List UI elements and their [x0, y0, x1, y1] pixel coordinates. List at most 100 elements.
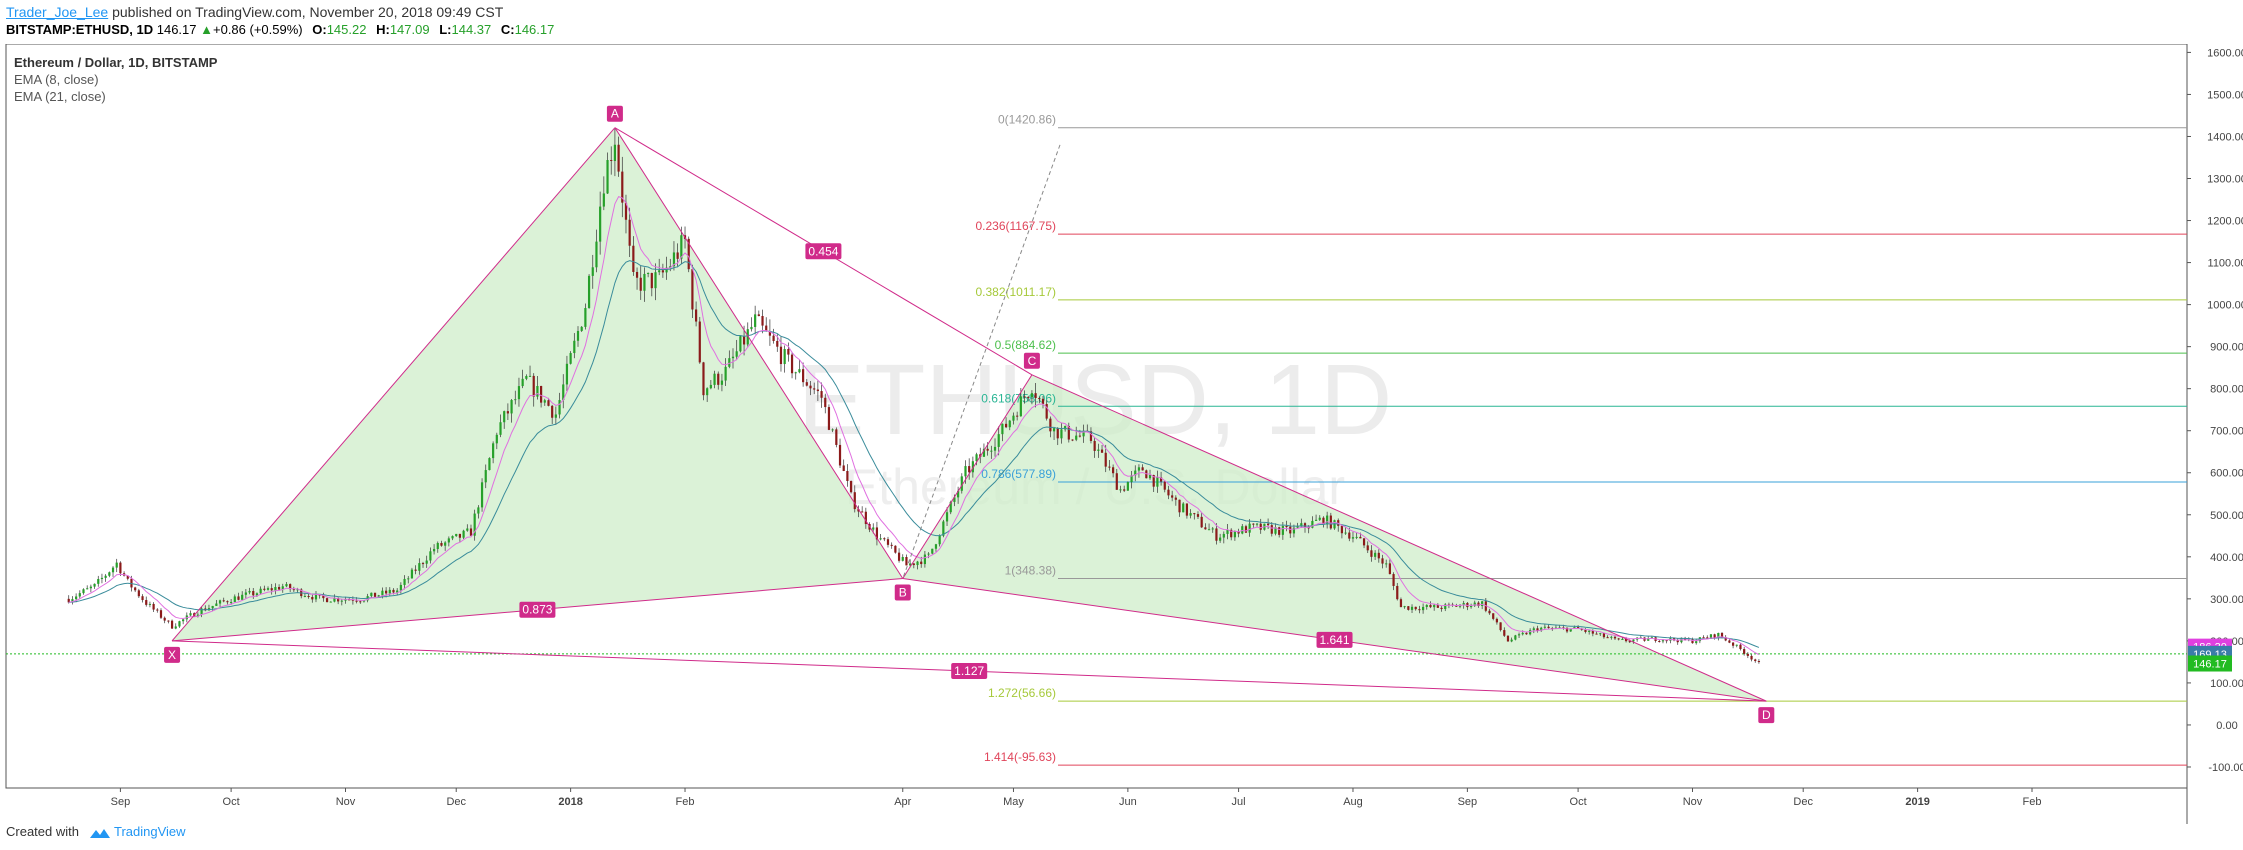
- candle-body: [1351, 537, 1355, 539]
- last-price: 146.17: [156, 22, 197, 37]
- candle-body: [713, 373, 716, 385]
- candle-body: [1075, 435, 1078, 440]
- candle-body: [1529, 630, 1532, 635]
- candle-body: [314, 594, 318, 600]
- candle-body: [355, 600, 358, 602]
- legend-symbol[interactable]: Ethereum / Dollar, 1D, BITSTAMP: [14, 55, 218, 70]
- candle-body: [1440, 607, 1443, 610]
- candle-body: [650, 273, 653, 289]
- candle-body: [145, 600, 148, 605]
- candle-body: [909, 563, 912, 566]
- candle-body: [1119, 489, 1122, 491]
- candle-body: [1314, 519, 1318, 521]
- y-tick-label: 700.00: [2210, 426, 2243, 438]
- candle-body: [1403, 606, 1406, 608]
- candle-body: [86, 588, 89, 590]
- candle-body: [680, 235, 683, 259]
- candle-body: [514, 399, 517, 401]
- candle-body: [1008, 420, 1011, 428]
- candle-body: [816, 389, 819, 392]
- candle-body: [1289, 526, 1292, 534]
- candle-body: [587, 275, 591, 309]
- candle-body: [624, 202, 628, 220]
- candle-body: [628, 219, 631, 246]
- candle-body: [643, 273, 646, 291]
- candle-body: [794, 372, 797, 374]
- candle-body: [606, 160, 609, 194]
- tradingview-logo-icon: [89, 828, 110, 838]
- x-tick-label: Feb: [2023, 796, 2042, 808]
- candle-body: [584, 308, 587, 327]
- candle-body: [694, 309, 698, 322]
- candle-body: [1750, 655, 1753, 660]
- candle-body: [1706, 637, 1709, 639]
- candle-body: [399, 584, 402, 591]
- candle-body: [1757, 661, 1761, 663]
- candle-body: [1329, 515, 1332, 529]
- point-label: C: [1028, 354, 1037, 368]
- candle-body: [1647, 638, 1650, 641]
- ratio-label: 0.454: [808, 244, 838, 258]
- candle-body: [923, 554, 926, 565]
- candle-body: [1303, 523, 1307, 528]
- candle-body: [1573, 627, 1576, 629]
- candle-body: [790, 354, 794, 374]
- candle-body: [1584, 629, 1587, 632]
- candle-body: [1477, 602, 1480, 606]
- candle-body: [916, 561, 919, 566]
- candle-body: [1613, 636, 1617, 639]
- candle-body: [1458, 605, 1462, 607]
- candle-body: [1521, 632, 1524, 635]
- candle-body: [1089, 431, 1093, 441]
- candle-body: [1300, 523, 1303, 527]
- y-tick-label: 100.00: [2210, 678, 2243, 690]
- candle-body: [488, 458, 491, 471]
- candle-body: [392, 589, 395, 593]
- ema8-line: [68, 195, 1760, 656]
- candle-body: [569, 353, 572, 364]
- candle-body: [602, 193, 605, 207]
- candle-body: [676, 252, 679, 259]
- candle-body: [1499, 622, 1502, 631]
- candle-body: [82, 589, 85, 594]
- candle-body: [71, 599, 74, 603]
- price-change: +0.86 (+0.59%): [213, 22, 303, 37]
- point-label: D: [1762, 708, 1771, 722]
- candle-body: [436, 542, 439, 549]
- legend-ema21[interactable]: EMA (21, close): [14, 89, 106, 104]
- candle-body: [1108, 466, 1111, 468]
- candle-body: [263, 588, 266, 590]
- candle-body: [137, 590, 140, 597]
- pattern-leg-cd: [1031, 374, 1767, 702]
- pattern-leg-xa: [171, 127, 616, 642]
- candle-body: [1130, 475, 1133, 483]
- candle-body: [222, 600, 225, 602]
- candle-body: [241, 594, 244, 600]
- candle-body: [1278, 527, 1281, 535]
- candle-body: [894, 545, 897, 553]
- candle-body: [1060, 429, 1063, 439]
- candle-body: [776, 340, 779, 347]
- chart-legend: Ethereum / Dollar, 1D, BITSTAMP EMA (8, …: [14, 54, 217, 105]
- footer: Created with TradingView: [6, 824, 186, 839]
- candle-body: [111, 567, 115, 573]
- candle-body: [838, 444, 842, 466]
- candle-body: [717, 373, 720, 385]
- legend-ema8[interactable]: EMA (8, close): [14, 72, 99, 87]
- candle-body: [798, 369, 801, 373]
- candle-body: [731, 356, 735, 359]
- candle-body: [414, 569, 417, 571]
- author-link[interactable]: Trader_Joe_Lee: [6, 4, 109, 20]
- candle-body: [1602, 633, 1606, 638]
- tradingview-link[interactable]: TradingView: [114, 824, 186, 839]
- candle-body: [724, 366, 727, 381]
- candle-body: [576, 330, 580, 341]
- candle-body: [1695, 641, 1698, 644]
- y-tick-label: 1400.00: [2207, 131, 2243, 143]
- candle-body: [285, 584, 288, 587]
- candle-body: [990, 450, 993, 452]
- candle-body: [551, 405, 554, 418]
- x-tick-label: Feb: [676, 796, 695, 808]
- candle-body: [410, 569, 414, 579]
